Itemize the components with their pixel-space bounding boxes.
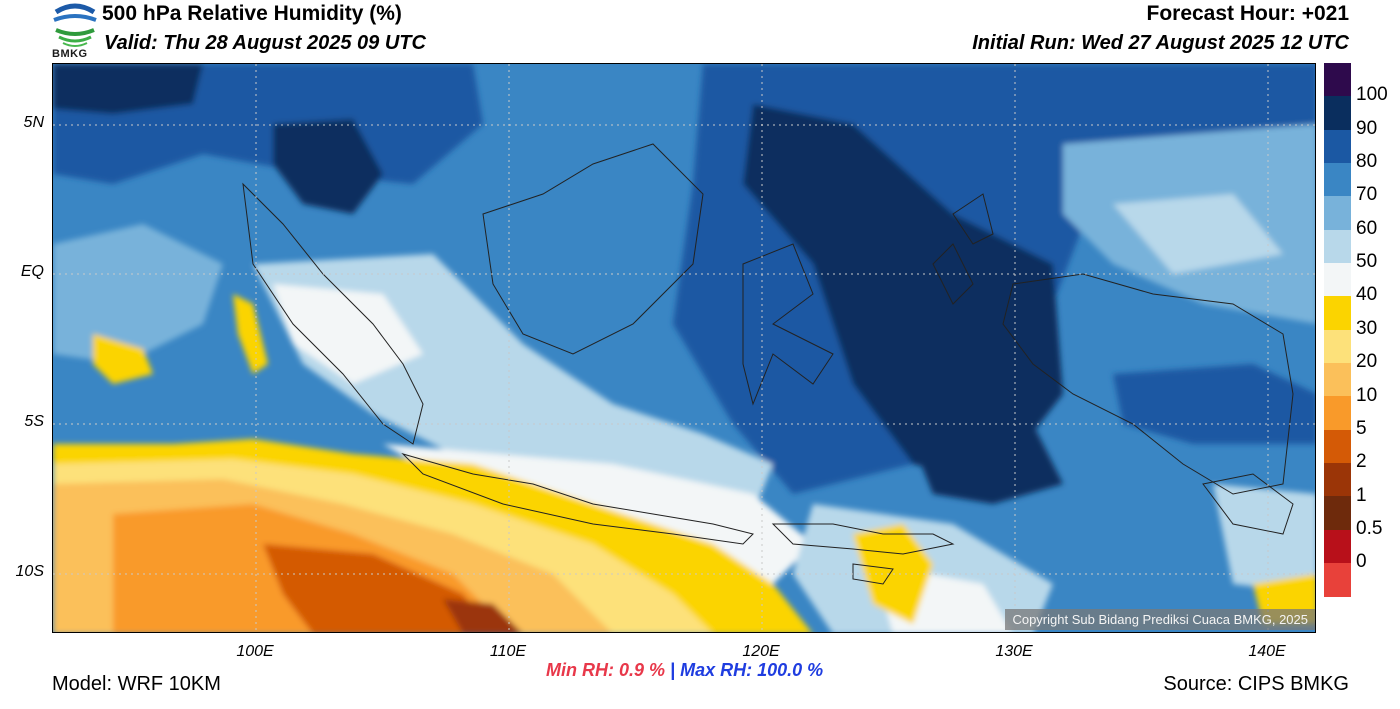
colorbar-swatch [1324,429,1351,464]
colorbar-label: 50 [1356,251,1378,273]
lat-label-10s: 10S [15,563,44,580]
lon-label-140e: 140E [1248,643,1286,660]
colorbar-label: 20 [1356,351,1378,373]
copyright-notice: Copyright Sub Bidang Prediksi Cuaca BMKG… [1005,609,1315,630]
initial-run: Initial Run: Wed 27 August 2025 12 UTC [972,32,1349,54]
colorbar-swatch [1324,263,1351,297]
min-rh-value: 0.9 % [619,660,666,680]
colorbar-swatch [1324,296,1351,330]
colorbar-swatch [1324,196,1351,230]
coastlines [242,143,1294,585]
colorbar-swatch [1324,229,1351,264]
colorbar-swatch [1324,163,1351,197]
min-rh-label: Min RH: [546,660,614,680]
colorbar-swatch [1324,496,1351,530]
colorbar-swatch [1324,363,1351,397]
lon-label-120e: 120E [742,643,780,660]
lat-label-5n: 5N [23,114,44,131]
colorbar-label: 40 [1356,284,1378,306]
colorbar-swatch [1324,563,1351,597]
colorbar-label: 0 [1356,551,1367,573]
lat-label-5s: 5S [24,413,44,430]
colorbar-label: 60 [1356,217,1378,239]
lon-label-110e: 110E [489,643,527,660]
model-label: Model: WRF 10KM [52,673,221,695]
map-title: 500 hPa Relative Humidity (%) [102,2,402,25]
source-label: Source: CIPS BMKG [1163,673,1349,695]
readout-separator: | [670,660,676,680]
colorbar-label: 70 [1356,184,1378,206]
valid-time: Valid: Thu 28 August 2025 09 UTC [104,32,426,54]
lat-label-eq: EQ [20,263,44,280]
colorbar-label: 100 [1356,84,1388,106]
colorbar-label: 1 [1356,484,1367,506]
humidity-field [53,64,1315,632]
colorbar-swatch [1324,529,1351,564]
graticule [53,64,1315,632]
colorbar-label: 30 [1356,317,1378,339]
colorbar-swatch [1324,463,1351,497]
colorbar-label: 2 [1356,451,1367,473]
forecast-hour: Forecast Hour: +021 [1146,2,1350,25]
colorbar [1324,63,1351,597]
min-max-readout: Min RH: 0.9 % | Max RH: 100.0 % [546,660,823,681]
bmkg-logo [50,0,100,60]
colorbar-label: 0.5 [1356,517,1383,539]
max-rh-value: 100.0 % [757,660,824,680]
colorbar-swatch [1324,129,1351,164]
colorbar-label: 90 [1356,117,1378,139]
lon-label-100e: 100E [236,643,274,660]
colorbar-label: 5 [1356,417,1367,439]
colorbar-swatch [1324,329,1351,364]
colorbar-swatch [1324,63,1351,97]
humidity-map [52,63,1316,633]
max-rh-label: Max RH: [680,660,753,680]
colorbar-swatch [1324,96,1351,130]
colorbar-swatch [1324,396,1351,430]
lon-label-130e: 130E [995,643,1033,660]
logo-text: BMKG [52,48,88,60]
colorbar-label: 80 [1356,151,1378,173]
colorbar-label: 10 [1356,384,1378,406]
